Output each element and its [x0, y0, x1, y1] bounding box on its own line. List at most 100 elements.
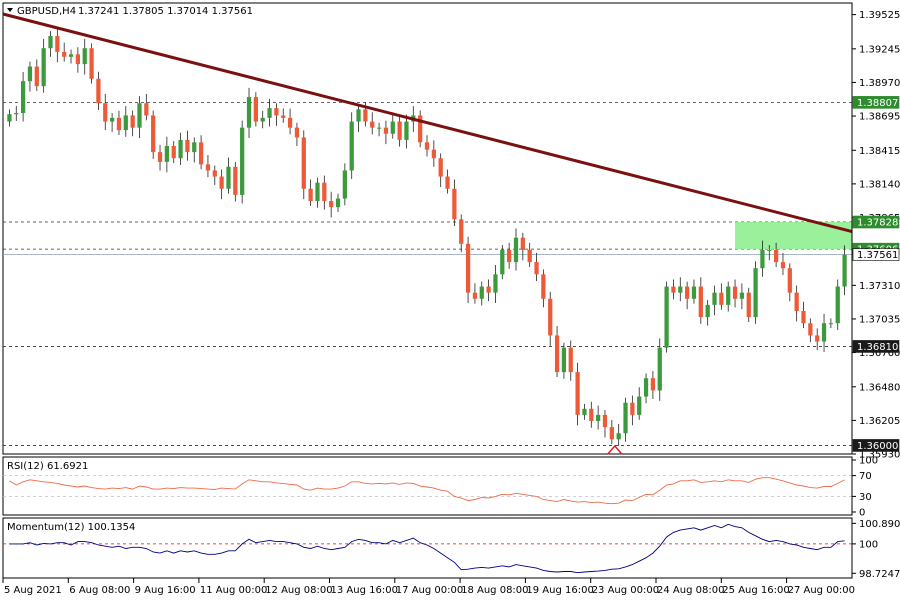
price-tag-bg: [852, 340, 900, 353]
price-tag-bg: [852, 215, 900, 229]
candle-body: [541, 274, 546, 299]
time-tick-label: 5 Aug 2021: [4, 585, 62, 596]
price-tag-label: 1.37561: [857, 250, 898, 261]
candle-body: [691, 286, 697, 299]
candle-body: [787, 268, 792, 293]
time-tick-label: 25 Aug 16:00: [722, 585, 789, 596]
candle-body: [75, 54, 81, 65]
candle-body: [609, 427, 614, 440]
candle-body: [794, 292, 799, 311]
candle-body: [260, 117, 265, 122]
trendline[interactable]: [2, 12, 853, 234]
price-tag: 1.37561: [852, 248, 900, 261]
candle-body: [801, 311, 806, 324]
candle-body: [596, 414, 601, 421]
candle-body: [205, 164, 211, 171]
candle-body: [123, 115, 128, 131]
candle-body: [178, 139, 183, 159]
candle-body: [739, 292, 745, 299]
time-tick-label: 6 Aug 08:00: [69, 585, 130, 596]
time-axis: 5 Aug 2021 6 Aug 08:00 9 Aug 16:00 11 Aug 0…: [2, 578, 855, 596]
candle-body: [27, 66, 33, 82]
price-tag: 1.36000: [852, 439, 900, 452]
candle-body: [780, 262, 786, 269]
price-tag-label: 1.37828: [857, 218, 898, 229]
rsi-series: [3, 475, 852, 505]
candle-body: [103, 103, 108, 122]
candle-body: [828, 323, 834, 325]
candle-body: [294, 127, 300, 138]
price-tick-label: 1.37035: [859, 314, 900, 325]
candle-body: [616, 433, 621, 440]
price-axis: 1.39525 1.39245 1.38970 1.38695 1.38415 1.381…: [851, 3, 900, 461]
candle-body: [650, 378, 656, 391]
candle-body: [370, 121, 375, 128]
price-tick-label: 1.38970: [859, 78, 900, 89]
candle-body: [329, 201, 334, 208]
candle-body: [130, 115, 135, 128]
rsi-tick-label: 0: [859, 508, 865, 519]
candle-body: [274, 108, 279, 116]
symbol-label: GBPUSD,H4: [17, 6, 76, 17]
candle-body: [363, 109, 368, 122]
candle-body: [773, 249, 779, 263]
price-tick-label: 1.38140: [859, 179, 900, 190]
candle-body: [685, 286, 690, 299]
candle-body: [534, 262, 539, 275]
price-tick-label: 1.36480: [859, 382, 900, 393]
rsi-tick-label: 70: [859, 471, 872, 482]
candle-body: [643, 378, 649, 397]
time-tick-label: 9 Aug 16:00: [135, 585, 196, 596]
candle-body: [151, 115, 156, 153]
ohlc-readout: 1.37241 1.37805 1.37014 1.37561: [78, 6, 253, 17]
candle-body: [630, 402, 635, 415]
rsi-label: RSI(12) 61.6921: [7, 461, 88, 472]
candle-body: [308, 188, 313, 201]
price-panel[interactable]: GBPUSD,H4 1.37241 1.37805 1.37014 1.3756…: [2, 2, 853, 455]
trendline-stroke[interactable]: [2, 12, 853, 234]
candle-body: [246, 97, 252, 128]
candle-body: [240, 127, 245, 195]
candle-body: [226, 166, 231, 189]
candle-body: [712, 292, 717, 305]
time-tick-label: 24 Aug 08:00: [657, 585, 724, 596]
price-tag-bg: [852, 248, 900, 261]
candle-body: [34, 66, 39, 87]
candle-body: [561, 347, 567, 373]
candle-body: [438, 158, 443, 177]
time-tick-label: 19 Aug 16:00: [526, 585, 593, 596]
time-tick-label: 27 Aug 00:00: [788, 585, 855, 596]
candle-body: [472, 292, 478, 299]
rsi-tick-label: 30: [859, 492, 872, 503]
candle-body: [589, 408, 594, 421]
candle-body: [116, 117, 122, 131]
candle-body: [698, 286, 703, 318]
candle-body: [82, 48, 87, 65]
candle-body: [842, 254, 847, 287]
candle-body: [726, 286, 731, 305]
candle-body: [465, 243, 471, 293]
candle-body: [575, 372, 580, 415]
collapse-arrow-icon[interactable]: [7, 8, 13, 12]
candle-body: [808, 323, 813, 336]
candle-body: [664, 286, 669, 348]
candle-body: [212, 170, 217, 177]
candle-body: [431, 149, 436, 159]
price-tag-label: 1.36000: [857, 441, 898, 452]
momentum-tick-label: 98.7247: [859, 569, 900, 580]
momentum-series: [3, 523, 852, 574]
price-tick-label: 1.38695: [859, 112, 900, 123]
candle-body: [41, 48, 46, 87]
candle-body: [815, 335, 820, 342]
candle-body: [390, 121, 395, 134]
candle-body: [96, 78, 101, 104]
candle-body: [479, 286, 484, 299]
candle-body: [637, 396, 642, 415]
candle-body: [507, 249, 512, 263]
candle-body: [623, 402, 628, 434]
candle-body: [315, 182, 320, 201]
candle-body: [219, 176, 224, 189]
low-caret-icon: [607, 444, 623, 455]
